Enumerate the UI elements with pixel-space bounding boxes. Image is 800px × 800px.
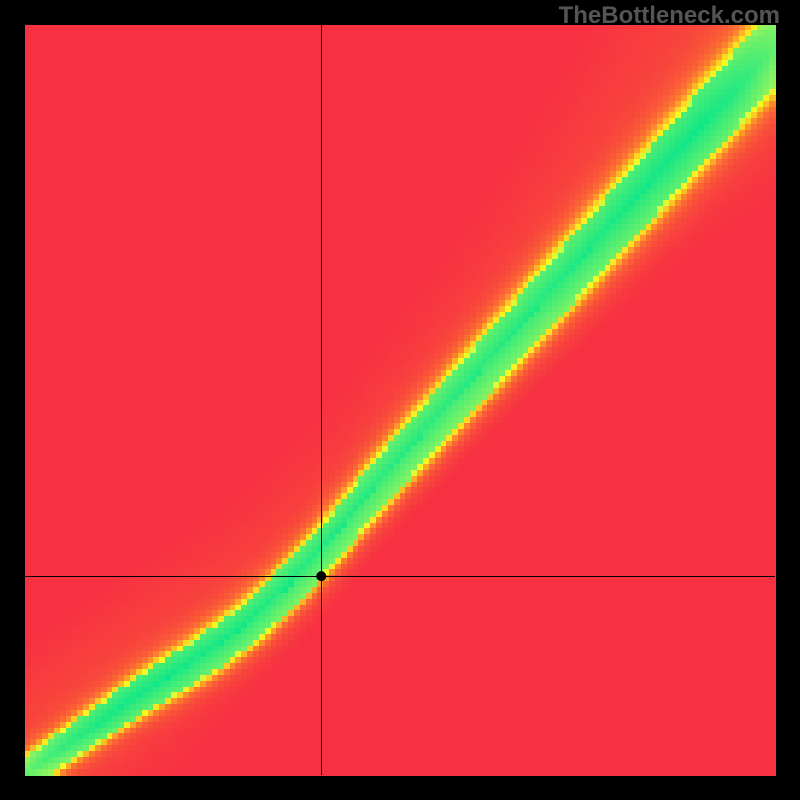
chart-container: TheBottleneck.com [0,0,800,800]
watermark-text: TheBottleneck.com [559,2,780,30]
bottleneck-heatmap-canvas [0,0,800,800]
